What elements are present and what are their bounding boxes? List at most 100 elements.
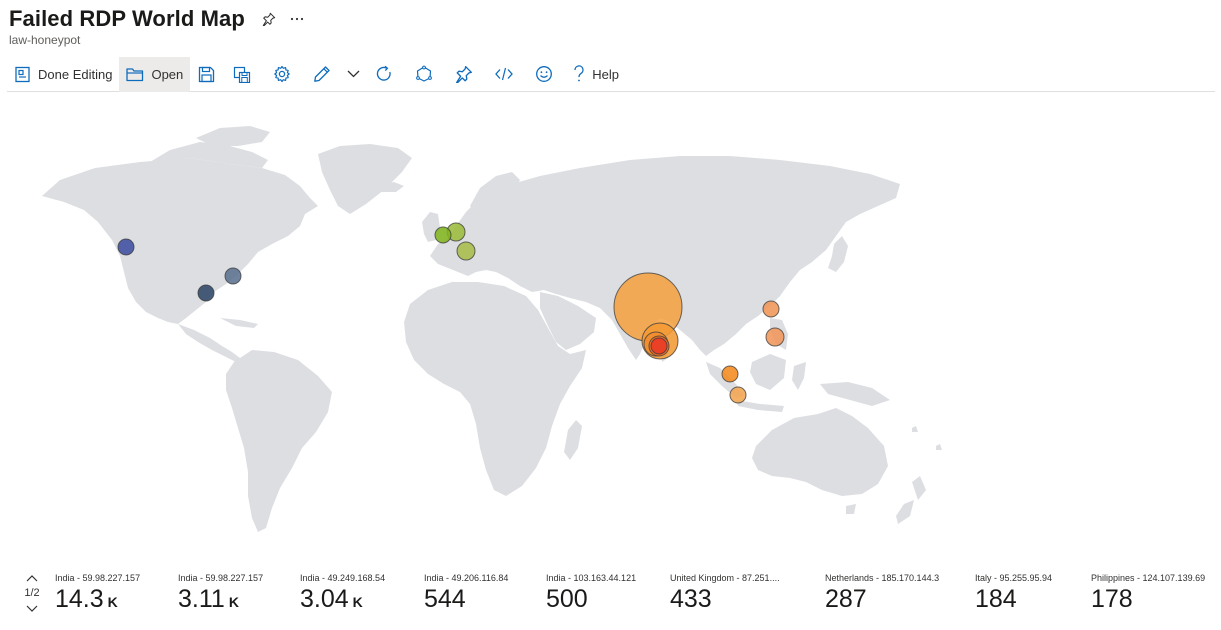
save-as-button[interactable] xyxy=(222,57,262,92)
map-bubble[interactable]: United States - East xyxy=(224,267,242,285)
more-options-icon[interactable] xyxy=(287,9,307,29)
workspace-button[interactable] xyxy=(404,57,444,92)
arabia xyxy=(540,292,596,350)
help-button[interactable]: Help xyxy=(566,57,626,92)
map-bubble[interactable]: Italy - 95.255.95.94 xyxy=(456,241,476,261)
greenland xyxy=(318,144,412,214)
tile-label: India - 103.163.44.121 xyxy=(546,573,637,583)
open-label: Open xyxy=(151,66,184,82)
map-bubble[interactable]: United Kingdom xyxy=(434,226,452,244)
pin-icon xyxy=(456,66,473,83)
world-map[interactable]: India - 59.98.227.157India - 59.98.227.1… xyxy=(0,95,1221,560)
tile-value: 544 xyxy=(424,585,466,613)
workspace-icon xyxy=(416,65,433,82)
java xyxy=(736,400,784,412)
arctic-islands xyxy=(196,126,270,146)
metric-tile[interactable]: United Kingdom - 87.251.... 433 xyxy=(670,572,780,617)
caribbean xyxy=(220,318,258,328)
map-bubble[interactable]: Philippines - 124.107.139.69 xyxy=(765,327,785,347)
header: Failed RDP World Map xyxy=(9,2,307,36)
sulawesi xyxy=(792,362,806,390)
land-masses xyxy=(42,126,942,532)
world-map-canvas[interactable]: India - 59.98.227.157India - 59.98.227.1… xyxy=(0,95,1221,560)
tile-value: 287 xyxy=(825,585,867,613)
edit-button[interactable] xyxy=(302,57,342,92)
map-bubble[interactable]: Indonesia xyxy=(729,386,747,404)
canada-north xyxy=(150,142,268,168)
page-indicator: 1/2 xyxy=(24,587,40,599)
page-up-button[interactable] xyxy=(26,571,38,585)
tile-value: 3.04 xyxy=(300,585,349,613)
folder-open-icon xyxy=(126,67,144,81)
page-down-button[interactable] xyxy=(26,601,38,615)
map-bubble[interactable]: United States - South xyxy=(197,284,215,302)
code-icon xyxy=(495,67,514,81)
smiley-icon xyxy=(536,66,553,82)
map-bubble[interactable]: Malaysia xyxy=(721,365,739,383)
tasmania xyxy=(846,504,856,514)
japan xyxy=(828,236,848,272)
metric-tile[interactable]: India - 59.98.227.157 14.3 K xyxy=(55,572,140,617)
tile-value: 500 xyxy=(546,585,588,613)
refresh-button[interactable] xyxy=(364,57,404,92)
madagascar xyxy=(564,420,582,460)
map-bubble[interactable]: China xyxy=(762,300,780,318)
done-editing-label: Done Editing xyxy=(38,66,113,82)
settings-button[interactable] xyxy=(262,57,302,92)
pin-icon[interactable] xyxy=(259,9,279,29)
edit-icon xyxy=(314,66,330,82)
chevron-down-icon xyxy=(26,605,38,612)
metric-tile[interactable]: India - 103.163.44.121 500 xyxy=(546,572,636,617)
new-guinea xyxy=(820,382,890,406)
metric-tile[interactable]: Italy - 95.255.95.94 184 xyxy=(975,572,1052,617)
edit-dropdown-button[interactable] xyxy=(342,57,364,92)
new-zealand xyxy=(896,476,926,524)
metric-tile[interactable]: India - 59.98.227.157 3.11 K xyxy=(178,572,263,617)
tile-label: Netherlands - 185.170.144.3 xyxy=(825,573,940,583)
south-america xyxy=(226,350,332,532)
done-editing-icon xyxy=(15,66,30,82)
scandinavia xyxy=(470,172,520,220)
chevron-up-icon xyxy=(26,574,38,581)
pin-to-dashboard-button[interactable] xyxy=(444,57,484,92)
africa xyxy=(404,282,586,496)
map-bubble[interactable]: United States - West xyxy=(117,238,135,256)
tile-label: India - 49.206.116.84 xyxy=(424,573,509,583)
feedback-button[interactable] xyxy=(524,57,564,92)
central-america xyxy=(178,324,240,362)
tile-value: 178 xyxy=(1091,585,1133,613)
metric-tile[interactable]: Netherlands - 185.170.144.3 287 xyxy=(825,572,939,617)
tile-unit: K xyxy=(107,594,118,610)
north-america xyxy=(42,158,318,324)
metric-tile[interactable]: Philippines - 124.107.139.69 178 xyxy=(1091,572,1205,617)
tile-label: Italy - 95.255.95.94 xyxy=(975,573,1053,583)
pacific-islands xyxy=(912,426,942,450)
bubble-layer: India - 59.98.227.157India - 59.98.227.1… xyxy=(117,222,785,404)
tile-label: India - 59.98.227.157 xyxy=(55,573,141,583)
advanced-editor-button[interactable] xyxy=(484,57,524,92)
tile-label: Philippines - 124.107.139.69 xyxy=(1091,573,1206,583)
open-button[interactable]: Open xyxy=(119,56,191,92)
tile-unit: K xyxy=(228,594,239,610)
metric-tile[interactable]: India - 49.249.168.54 3.04 K xyxy=(300,572,385,617)
metric-tiles: 1/2 India - 59.98.227.157 14.3 K India - … xyxy=(0,568,1221,628)
tile-value: 3.11 xyxy=(178,585,225,613)
tile-unit: K xyxy=(352,594,363,610)
refresh-icon xyxy=(377,65,391,81)
help-label: Help xyxy=(592,66,620,82)
iceland xyxy=(378,182,404,192)
settings-icon xyxy=(274,65,291,83)
save-button[interactable] xyxy=(190,57,222,92)
toolbar: Done Editing Open Help xyxy=(7,56,1215,92)
tile-value: 14.3 xyxy=(55,585,104,613)
australia xyxy=(752,408,888,496)
workspace-subtitle: law-honeypot xyxy=(9,33,81,47)
tile-label: United Kingdom - 87.251.... xyxy=(670,573,780,583)
done-editing-button[interactable]: Done Editing xyxy=(7,57,119,92)
map-bubble[interactable]: India - 103.163.44.121 xyxy=(650,337,668,355)
help-icon xyxy=(574,65,584,82)
metric-tile[interactable]: India - 49.206.116.84 544 xyxy=(424,572,508,617)
chevron-down-icon xyxy=(347,70,360,78)
eurasia xyxy=(430,156,900,360)
tile-value: 433 xyxy=(670,585,712,613)
